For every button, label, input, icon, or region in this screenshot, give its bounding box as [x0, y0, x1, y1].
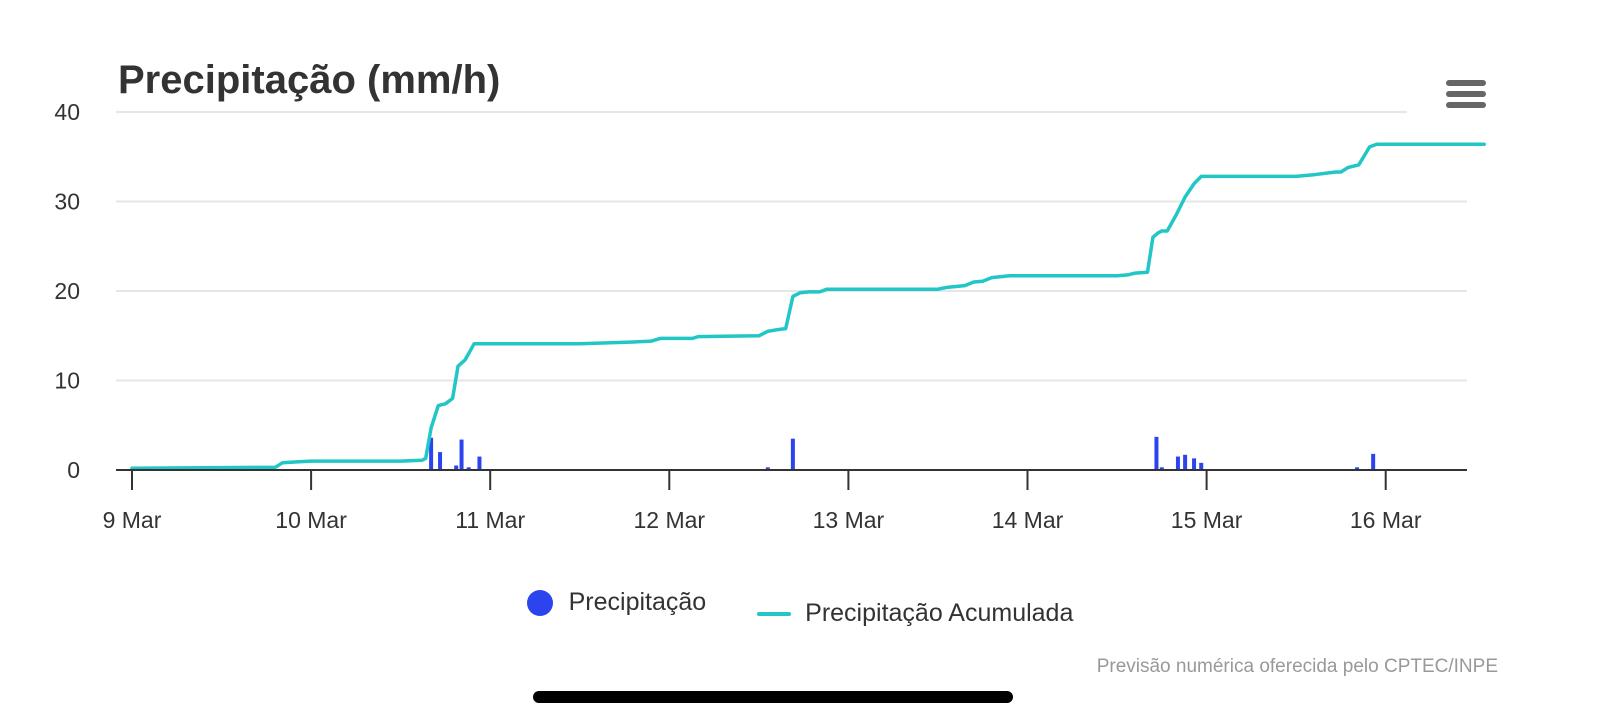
y-axis-tick-labels: 0 10 20 30 40 — [54, 99, 80, 483]
x-tick-label: 12 Mar — [634, 507, 706, 533]
accumulated-precipitation-series-line[interactable] — [130, 142, 1486, 470]
precipitation-bar[interactable] — [459, 439, 464, 470]
x-tick-label: 15 Mar — [1171, 507, 1243, 533]
precipitation-bar[interactable] — [1371, 453, 1376, 470]
precipitation-bar[interactable] — [1355, 467, 1360, 470]
chart-legend: Precipitação Precipitação Acumulada — [0, 588, 1600, 628]
precipitation-bars[interactable] — [429, 436, 1376, 470]
y-tick-label: 40 — [54, 99, 80, 125]
hamburger-menu-icon-line — [1446, 102, 1486, 108]
hamburger-menu-icon-line — [1446, 91, 1486, 97]
y-tick-label: 30 — [54, 189, 80, 215]
legend-item-precipitacao-acumulada[interactable]: Precipitação Acumulada — [757, 599, 1073, 628]
precipitation-bar[interactable] — [790, 438, 795, 470]
x-tick-label: 14 Mar — [992, 507, 1064, 533]
precipitation-bar[interactable] — [1199, 462, 1204, 470]
y-tick-label: 20 — [54, 278, 80, 304]
legend-dot-icon — [526, 589, 553, 616]
precipitation-bar[interactable] — [1159, 467, 1164, 470]
precipitation-bar[interactable] — [765, 467, 770, 470]
legend-item-precipitacao[interactable]: Precipitação — [526, 588, 707, 617]
legend-label-precipitacao: Precipitação — [568, 588, 707, 616]
precipitation-bar[interactable] — [1183, 454, 1188, 470]
chart-title: Precipitação (mm/h) — [118, 58, 501, 102]
chart-context-menu-button[interactable] — [1446, 80, 1486, 114]
x-tick-label: 11 Mar — [455, 507, 525, 533]
x-axis: 9 Mar 10 Mar 11 Mar 12 Mar 13 Mar 14 Mar 15 Ma… — [103, 469, 1467, 533]
precipitation-bar[interactable] — [1154, 436, 1159, 470]
x-tick-label: 9 Mar — [103, 507, 162, 533]
hamburger-menu-icon — [1446, 80, 1486, 86]
y-tick-label: 0 — [67, 457, 80, 483]
home-indicator-bar[interactable] — [533, 691, 1013, 703]
precipitation-bar[interactable] — [454, 465, 459, 470]
precipitation-bar[interactable] — [438, 452, 443, 470]
precipitation-bar[interactable] — [1175, 456, 1180, 470]
y-tick-label: 10 — [54, 368, 80, 394]
accumulated-precipitation-line[interactable] — [130, 142, 1486, 470]
precipitation-bar[interactable] — [429, 437, 434, 470]
legend-line-icon — [757, 611, 792, 616]
x-tick-label: 16 Mar — [1350, 507, 1422, 533]
precipitation-bar[interactable] — [466, 467, 471, 470]
precipitation-bar[interactable] — [477, 456, 482, 470]
grid-lines — [116, 111, 1467, 382]
precipitation-chart: 0 10 20 30 40 9 Mar 10 Mar 11 Mar 12 Mar 13 Mar 1… — [54, 99, 1486, 533]
precipitation-bar[interactable] — [1192, 458, 1197, 470]
x-tick-label: 13 Mar — [813, 507, 885, 533]
legend-label-precipitacao-acumulada: Precipitação Acumulada — [805, 599, 1074, 627]
chart-credits[interactable]: Previsão numérica oferecida pelo CPTEC/I… — [1096, 656, 1498, 677]
x-tick-label: 10 Mar — [275, 507, 347, 533]
